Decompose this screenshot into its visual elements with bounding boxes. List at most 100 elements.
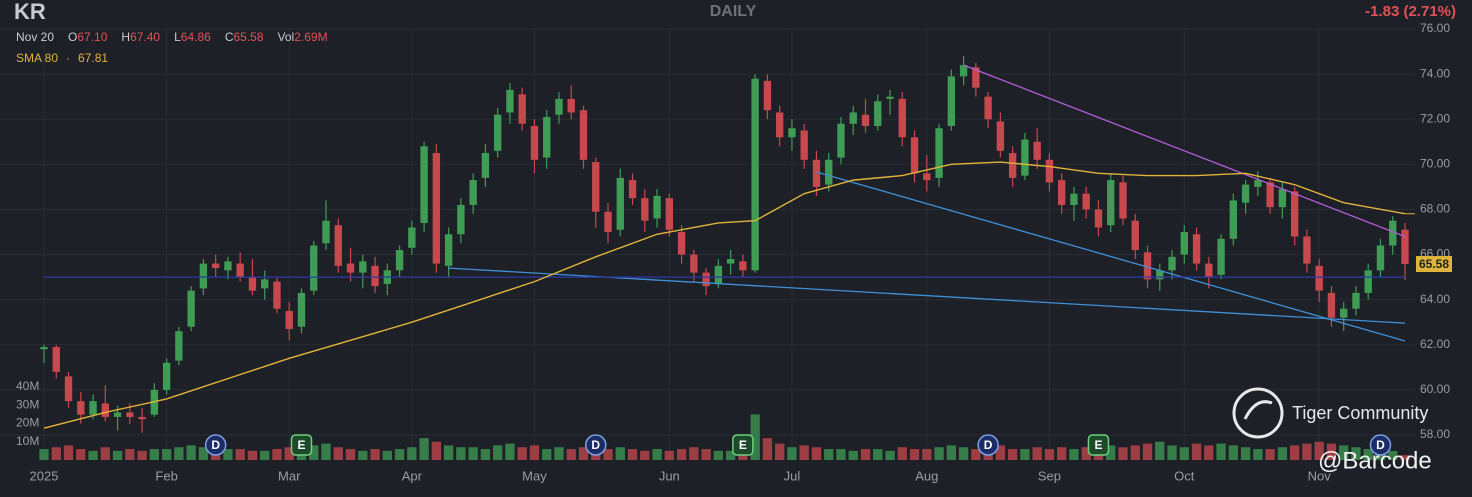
event-marker (585, 434, 607, 456)
volume-bar (272, 449, 282, 460)
volume-bar (1130, 445, 1140, 460)
sma-name: SMA 80 (16, 51, 58, 65)
volume-bar (922, 449, 932, 460)
volume-bar (1388, 450, 1398, 460)
candle-body (346, 263, 355, 273)
candle-body (224, 261, 232, 271)
candle-body (77, 401, 85, 415)
volume-bar (456, 447, 466, 460)
candle-body (984, 96, 992, 120)
volume-bar (836, 449, 846, 460)
volume-bar (333, 447, 343, 460)
candle-body (775, 112, 784, 138)
legend-date: Nov 20 (16, 30, 54, 44)
volume-bar (125, 449, 135, 460)
candle-body (800, 130, 808, 160)
candle-body (910, 137, 919, 174)
candle-body (849, 112, 857, 124)
volume-bar (1314, 441, 1324, 460)
candle-body (1107, 180, 1115, 226)
volume-bar (1216, 443, 1226, 460)
candle-body (1033, 141, 1041, 160)
candle-body (1082, 193, 1090, 210)
candle-body (457, 204, 465, 235)
candle-body (1254, 180, 1262, 187)
candle-body (739, 261, 747, 271)
candle-body (236, 263, 244, 278)
volume-bar (1118, 447, 1128, 460)
legend-key: Vol (278, 30, 295, 44)
candle-body (714, 265, 723, 284)
candle-body (665, 198, 674, 230)
volume-bar (198, 447, 209, 460)
sma-value: 67.81 (78, 51, 108, 65)
volume-bar (946, 445, 956, 460)
candle-body (493, 114, 502, 151)
volume-bar (186, 445, 196, 460)
volume-bar (529, 445, 540, 460)
volume-bar (345, 449, 356, 460)
candle-body (371, 265, 379, 287)
volume-bar (1351, 447, 1361, 460)
volume-bar (1277, 447, 1288, 460)
volume-bar (149, 449, 160, 460)
candle-body (1143, 252, 1152, 280)
event-marker (1087, 434, 1110, 456)
candle-body (1376, 245, 1385, 271)
candle-body (653, 195, 661, 219)
volume-bar (1204, 445, 1214, 460)
candle-body (886, 96, 894, 99)
volume-tick-label: 40M (16, 379, 39, 393)
event-marker (204, 434, 227, 456)
candle-body (481, 153, 490, 178)
volume-bar (88, 450, 98, 460)
candle-body (898, 98, 906, 138)
volume-bar (554, 447, 564, 460)
candle-body (825, 159, 833, 185)
candle-body (751, 78, 759, 271)
volume-bar (174, 447, 184, 460)
trend-line (963, 64, 1406, 238)
volume-bar (995, 445, 1006, 460)
price-tag-label: 65.58 (1419, 257, 1449, 271)
volume-bar (701, 449, 711, 460)
volume-bar (1044, 449, 1055, 460)
volume-bar (517, 447, 527, 460)
candle-body (261, 279, 269, 289)
candle-body (1168, 256, 1176, 271)
price-tag (1416, 256, 1452, 273)
volume-bar (260, 450, 270, 460)
candle-body (702, 272, 710, 287)
event-label: E (1094, 438, 1102, 452)
ticker: KR (14, 0, 46, 24)
x-tick-label: Jul (784, 468, 801, 483)
volume-bar (713, 450, 724, 460)
volume-bar (578, 447, 589, 460)
volume-bar (676, 449, 687, 460)
candle-body (322, 220, 330, 244)
candle-body (1340, 308, 1348, 318)
volume-bar (1302, 443, 1312, 460)
volume-bar (848, 450, 858, 460)
x-tick-label: Feb (155, 468, 177, 483)
candle-body (1327, 292, 1336, 318)
volume-bar (909, 449, 920, 460)
volume-bar (1289, 445, 1300, 460)
x-tick-label: Mar (278, 468, 301, 483)
volume-bar (235, 449, 245, 460)
candle-body (1045, 159, 1054, 183)
y-tick-label: 76.00 (1420, 21, 1450, 35)
x-tick-label: 2025 (30, 468, 59, 483)
candle-body (1217, 238, 1225, 275)
candle-body (604, 211, 612, 232)
candle-body (935, 128, 943, 178)
volume-tick-label: 30M (16, 397, 39, 411)
candle-body (138, 416, 146, 420)
candle-body (187, 290, 195, 327)
candle-body (334, 225, 342, 266)
candle-body (432, 153, 441, 264)
legend-key: O (68, 30, 77, 44)
candle-body (1266, 182, 1274, 208)
volume-bar (223, 449, 233, 460)
